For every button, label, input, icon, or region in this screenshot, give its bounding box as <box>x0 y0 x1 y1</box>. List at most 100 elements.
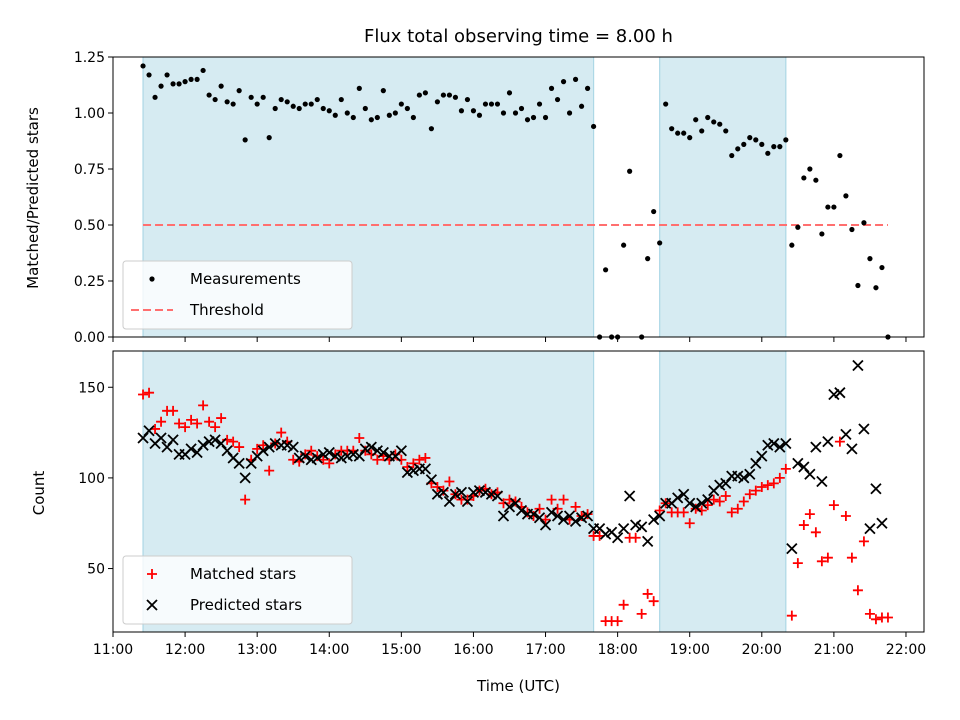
predicted-star-point <box>822 436 834 448</box>
measurement-point <box>777 144 783 150</box>
measurement-point <box>584 85 591 91</box>
matched-star-point <box>834 436 845 447</box>
measurement-point <box>831 204 837 210</box>
matched-star-point <box>432 481 443 492</box>
measurement-point <box>627 168 633 174</box>
predicted-star-point <box>624 490 636 502</box>
measurement-point <box>428 126 434 132</box>
measurement-point <box>717 121 723 127</box>
predicted-star-point <box>684 497 696 509</box>
measurement-point <box>380 88 386 94</box>
matched-star-point <box>414 454 425 465</box>
predicted-star-point <box>419 463 432 475</box>
y-tick-label: 100 <box>78 471 105 487</box>
x-tick-label: 19:00 <box>670 642 710 658</box>
measurement-point <box>861 220 867 226</box>
matched-star-point <box>846 552 857 563</box>
measurement-point <box>566 110 573 116</box>
legend-label: Measurements <box>190 270 301 288</box>
x-tick-label: 20:00 <box>742 642 782 658</box>
matched-star-point <box>864 608 875 619</box>
predicted-star-point <box>840 428 852 441</box>
measurement-point <box>813 177 819 183</box>
measurement-point <box>735 146 741 152</box>
matched-star-point <box>534 503 545 514</box>
matched-star-point <box>444 476 455 487</box>
x-axis-label: Time (UTC) <box>476 677 560 695</box>
matched-star-point <box>744 489 755 500</box>
measurement-point <box>446 92 453 98</box>
axes-frame <box>112 350 925 633</box>
predicted-star-point <box>804 468 816 480</box>
matched-star-point <box>798 520 809 531</box>
matched-star-point <box>636 608 647 619</box>
bottom-y-axis-label: Count <box>30 471 48 516</box>
predicted-star-point <box>299 450 311 462</box>
measurement-point <box>542 114 549 121</box>
top-y-axis-label: Matched/Predicted stars <box>24 107 42 289</box>
predicted-star-point <box>654 510 666 522</box>
matched-star-point <box>840 510 851 521</box>
matched-star-point <box>684 518 695 529</box>
measurement-point <box>669 126 675 132</box>
observing-interval-band <box>659 351 786 632</box>
predicted-star-point <box>569 515 582 528</box>
measurement-point <box>284 99 290 105</box>
predicted-star-point <box>263 441 275 453</box>
x-tick-label: 12:00 <box>165 642 205 658</box>
measurement-point <box>458 108 465 114</box>
measurement-point <box>699 128 705 134</box>
measurement-point <box>314 96 320 103</box>
predicted-star-point <box>678 488 690 500</box>
legend-label: Matched stars <box>190 565 296 583</box>
measurement-point <box>344 110 350 116</box>
measurement-point <box>464 96 471 103</box>
predicted-star-point <box>257 445 269 457</box>
predicted-star-point <box>648 513 660 526</box>
matched-star-point <box>738 496 749 507</box>
y-tick-label: 1.25 <box>74 50 105 66</box>
measurement-point <box>164 72 170 78</box>
predicted-star-point <box>876 517 888 529</box>
matched-star-point <box>750 485 761 496</box>
measurement-point <box>188 76 194 82</box>
x-tick-label: 21:00 <box>814 642 854 658</box>
measurement-point <box>825 204 831 210</box>
predicted-star-point <box>437 486 450 499</box>
measurement-point <box>873 285 879 291</box>
matched-star-point <box>198 400 209 411</box>
x-tick-label: 14:00 <box>309 642 349 658</box>
measurement-point <box>506 90 513 96</box>
matched-star-point <box>306 445 317 456</box>
matched-star-point <box>642 588 653 599</box>
predicted-star-point <box>642 535 654 547</box>
matched-star-point <box>372 454 383 465</box>
measurement-point <box>783 137 789 143</box>
predicted-star-point <box>696 497 708 509</box>
measurement-point <box>687 135 693 141</box>
measurement-point <box>867 256 873 262</box>
matched-star-point <box>204 416 215 427</box>
measurement-point <box>440 92 447 98</box>
measurement-point <box>182 79 188 85</box>
matched-star-point <box>822 552 833 563</box>
measurement-point <box>242 137 248 143</box>
measurement-point <box>801 175 807 181</box>
predicted-star-point <box>365 441 377 453</box>
measurement-point <box>879 264 885 271</box>
x-tick-label: 11:00 <box>93 642 133 658</box>
predicted-star-point <box>611 532 624 544</box>
matched-star-point <box>240 494 251 505</box>
measurement-point <box>146 72 152 78</box>
measurement-point <box>759 141 765 147</box>
predicted-star-point <box>810 441 822 453</box>
matched-star-point <box>420 452 431 463</box>
matched-star-point <box>354 433 365 444</box>
matched-star-point <box>654 505 665 516</box>
measurement-point <box>278 96 284 103</box>
measurement-point <box>482 101 489 107</box>
measurement-point <box>176 81 182 87</box>
measurement-point <box>723 128 729 134</box>
predicted-star-point <box>461 495 474 508</box>
measurement-point <box>590 123 597 130</box>
